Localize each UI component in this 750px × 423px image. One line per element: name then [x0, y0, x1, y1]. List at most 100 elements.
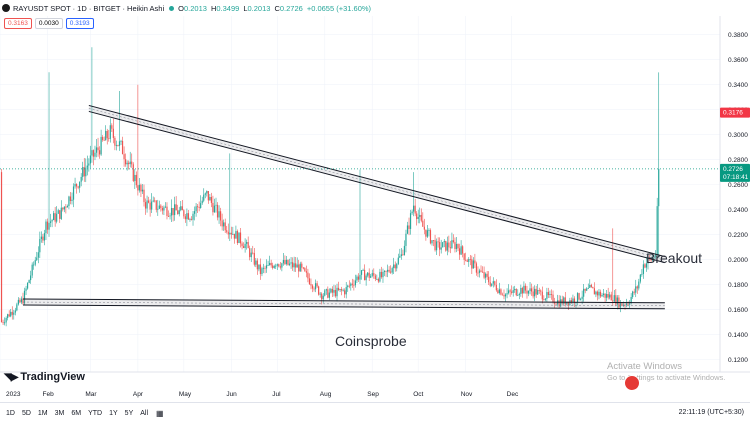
- candle-body: [97, 147, 99, 151]
- candle-body: [334, 289, 337, 297]
- candle-body: [442, 242, 444, 248]
- candle-body: [117, 145, 119, 146]
- descending-resistance-upper[interactable]: [88, 104, 665, 258]
- candle-body: [72, 186, 75, 200]
- candle-body: [192, 213, 194, 220]
- candle-body: [109, 125, 111, 139]
- candle-body: [573, 298, 576, 304]
- candle-body: [327, 289, 329, 298]
- candle-body: [143, 189, 145, 203]
- candle-body: [51, 220, 53, 222]
- horizontal-support-lower[interactable]: [22, 304, 665, 310]
- symbol-title[interactable]: RAYUSDT SPOT · 1D · BITGET · Heikin Ashi: [13, 3, 165, 13]
- tradingview-mark-icon: ◥▶: [4, 371, 18, 383]
- candle-body: [417, 216, 419, 220]
- candle-body: [592, 286, 594, 289]
- candle-body: [218, 211, 220, 218]
- candle-body: [466, 260, 468, 262]
- candle-body: [344, 290, 346, 295]
- candle-body: [595, 291, 597, 295]
- activate-subtitle: Go to Settings to activate Windows.: [607, 373, 726, 382]
- descending-resistance-lower[interactable]: [88, 110, 665, 264]
- timeframe-6m[interactable]: 6M: [71, 409, 82, 417]
- timeframe-ytd[interactable]: YTD: [88, 409, 103, 417]
- candle-body: [523, 285, 525, 294]
- candle-body: [494, 281, 496, 285]
- candle-body: [200, 203, 202, 208]
- candle-body: [77, 186, 79, 188]
- candle-body: [62, 207, 64, 210]
- candle-body: [301, 263, 303, 268]
- candle-body: [429, 230, 432, 244]
- candle-body: [495, 284, 497, 291]
- candle-body: [282, 259, 285, 264]
- candle-body: [488, 276, 490, 283]
- candle-body: [507, 290, 510, 294]
- candle-body: [549, 294, 551, 296]
- candle-body: [8, 314, 10, 317]
- timeframe-5d[interactable]: 5D: [21, 409, 31, 417]
- candle-body: [174, 204, 176, 216]
- candle-body: [629, 303, 631, 305]
- sell-button[interactable]: 0.3163: [4, 18, 32, 29]
- candle-body: [149, 202, 151, 210]
- candle-body: [596, 291, 599, 296]
- candle-body: [624, 304, 626, 306]
- candle-body: [576, 293, 579, 303]
- candle-body: [226, 230, 228, 232]
- candle-body: [255, 260, 257, 265]
- candle-body: [249, 248, 251, 258]
- candle-body: [135, 174, 137, 186]
- candle-body: [515, 288, 517, 296]
- candle-body: [341, 289, 343, 291]
- clock-time[interactable]: 22:11:19 (UTC+5:30): [678, 409, 744, 416]
- candle-body: [394, 264, 396, 269]
- candle-body: [526, 290, 528, 294]
- price-axis[interactable]: 0.38000.36000.34000.32000.30000.28000.26…: [719, 16, 750, 372]
- timeframe-5y[interactable]: 5Y: [124, 409, 134, 417]
- candle-body: [126, 162, 128, 165]
- candle-body: [42, 236, 44, 241]
- candle-body: [491, 283, 493, 286]
- candle-body: [353, 284, 355, 286]
- current-price-tag-text: 0.2726: [723, 166, 743, 173]
- buy-button[interactable]: 0.3193: [65, 18, 94, 29]
- timeframe-all[interactable]: All: [140, 409, 149, 417]
- candle-body: [377, 278, 379, 282]
- timeframe-1d[interactable]: 1D: [6, 409, 15, 417]
- candle-body: [152, 200, 154, 202]
- candle-body: [458, 248, 461, 255]
- timeframe-1m[interactable]: 1M: [37, 409, 48, 417]
- candle-body: [296, 264, 298, 268]
- timeframe-3m[interactable]: 3M: [54, 409, 65, 417]
- high-value: 0.3499: [216, 3, 240, 13]
- candle-body: [262, 267, 265, 269]
- tradingview-logo[interactable]: ◥▶ TradingView: [4, 371, 85, 383]
- candle-body: [212, 202, 214, 213]
- time-axis[interactable]: 2023 Feb Mar Apr May Jun Jul Aug Sep Oct Nov Dec: [0, 371, 750, 398]
- candle-body: [328, 292, 330, 298]
- candle-body: [610, 294, 612, 301]
- candle-body: [273, 265, 275, 268]
- date-range-icon[interactable]: ▦: [156, 408, 164, 418]
- candle-body: [118, 141, 121, 146]
- candle-body: [477, 272, 479, 274]
- candle-body: [46, 221, 49, 230]
- timeframe-1y[interactable]: 1Y: [109, 409, 118, 417]
- candle-body: [247, 242, 249, 249]
- candle-body: [604, 293, 606, 298]
- candle-body: [386, 269, 389, 272]
- candle-body: [612, 300, 614, 302]
- candle-body: [380, 271, 383, 278]
- candle-body: [95, 147, 98, 153]
- candle-body: [250, 252, 252, 258]
- candle-body: [94, 152, 96, 157]
- high-price-tag[interactable]: [720, 107, 750, 118]
- trendlines: [22, 104, 665, 310]
- current-price-tag[interactable]: [720, 163, 750, 182]
- candle-body: [131, 161, 133, 165]
- horizontal-support-upper[interactable]: [22, 298, 665, 304]
- candle-body: [285, 259, 288, 265]
- candle-body: [25, 288, 27, 291]
